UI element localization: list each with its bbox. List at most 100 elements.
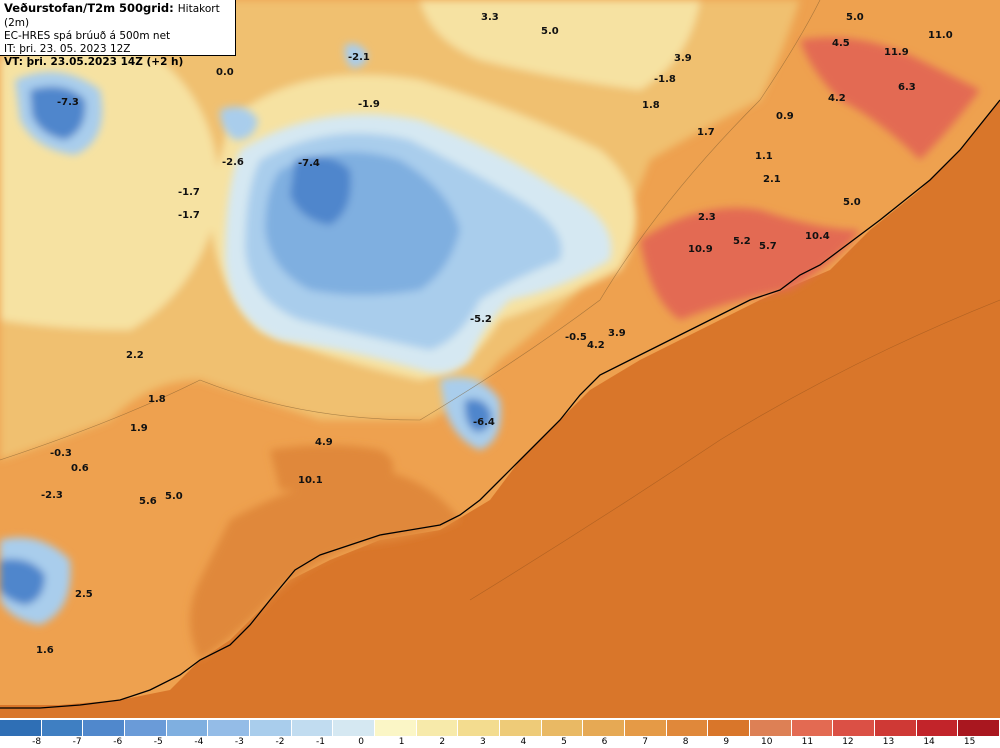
- value-label: 4.5: [832, 38, 850, 49]
- value-label: 0.9: [776, 111, 794, 122]
- colorbar-swatch: [958, 720, 1000, 736]
- map-title-sub: Hitakort (2m): [4, 3, 220, 29]
- colorbar-swatch: [500, 720, 542, 736]
- valid-time: VT: þri. 23.05.2023 14Z (+2 h): [4, 56, 184, 68]
- colorbar-swatch: [916, 720, 959, 736]
- colorbar-swatches: [0, 720, 1000, 736]
- colorbar-tick-label: 5: [561, 737, 567, 747]
- value-label: 5.2: [733, 236, 751, 247]
- value-label: 11.9: [884, 47, 909, 58]
- value-label: -6.4: [473, 417, 495, 428]
- colorbar-swatch: [666, 720, 709, 736]
- colorbar-swatch: [333, 720, 376, 736]
- colorbar-tick-label: -7: [72, 737, 82, 747]
- colorbar-swatch: [541, 720, 584, 736]
- value-label: 2.2: [126, 350, 144, 361]
- colorbar-swatch: [125, 720, 167, 736]
- colorbar-tick-label: 8: [682, 737, 689, 747]
- value-label: -7.3: [57, 97, 79, 108]
- coastline: [0, 99, 1000, 709]
- colorbar-swatch: [83, 720, 126, 736]
- colorbar-swatch: [750, 720, 792, 736]
- colorbar-tick-label: 0: [358, 737, 364, 747]
- initial-time: IT: þri. 23. 05. 2023 12Z: [4, 43, 131, 55]
- value-label: 4.2: [587, 340, 605, 351]
- temperature-map: 3.3 5.0 5.0 4.5 11.9 11.0 -2.1 0.0 -1.8 …: [0, 0, 1000, 709]
- colorbar-labels: -8 -7 -6 -5 -4 -3 -2 -1 0 1 2 3 4 5 6 7 8 9 10 11 12 13 14 15: [0, 737, 1000, 748]
- value-label: 3.9: [608, 328, 626, 339]
- value-label: 1.8: [642, 100, 660, 111]
- value-label: 5.7: [759, 241, 777, 252]
- colorbar-tick-label: -3: [234, 737, 244, 747]
- value-label: 2.1: [763, 174, 781, 185]
- map-title-main: Veðurstofan/T2m 500grid:: [4, 1, 174, 15]
- colorbar-tick-label: -2: [275, 737, 285, 747]
- value-label: -1.7: [178, 187, 200, 198]
- value-label: -1.7: [178, 210, 200, 221]
- colorbar-tick-label: 12: [842, 737, 854, 747]
- value-label: 4.9: [315, 437, 333, 448]
- value-labels: 3.3 5.0 5.0 4.5 11.9 11.0 -2.1 0.0 -1.8 …: [36, 12, 953, 656]
- colorbar-tick-label: -5: [153, 737, 163, 747]
- value-label: 5.0: [541, 26, 559, 37]
- map-info-box: Veðurstofan/T2m 500grid: Hitakort (2m) E…: [0, 0, 236, 68]
- colorbar-tick-label: -8: [32, 737, 42, 747]
- value-label: 5.0: [165, 491, 183, 502]
- colorbar-tick-label: 1: [398, 737, 405, 747]
- value-label: 5.0: [843, 197, 861, 208]
- colorbar-tick-label: 3: [479, 737, 486, 747]
- colorbar-swatch: [833, 720, 876, 736]
- colorbar-swatch: [208, 720, 251, 736]
- value-label: 1.1: [755, 151, 773, 162]
- colorbar-tick-label: 13: [882, 737, 895, 747]
- colorbar-swatch: [41, 720, 84, 736]
- value-label: 6.3: [898, 82, 916, 93]
- colorbar-swatch: [291, 720, 334, 736]
- value-label: -5.2: [470, 314, 492, 325]
- colorbar-tick-label: 4: [520, 737, 527, 747]
- value-label: 10.4: [805, 231, 830, 242]
- value-label: 10.1: [298, 475, 323, 486]
- colorbar-swatch: [625, 720, 667, 736]
- value-label: 5.6: [139, 496, 157, 507]
- warm-lowlands: [190, 37, 980, 660]
- colorbar-swatch: [0, 720, 42, 736]
- colorbar-swatch: [583, 720, 626, 736]
- map-title: Veðurstofan/T2m 500grid: Hitakort (2m): [4, 2, 231, 30]
- value-label: 4.2: [828, 93, 846, 104]
- colorbar-tick-label: -1: [316, 737, 326, 747]
- colorbar: -8 -7 -6 -5 -4 -3 -2 -1 0 1 2 3 4 5 6 7 8 9 10 11 12 13 14 15: [0, 718, 1000, 748]
- colorbar-swatch: [250, 720, 292, 736]
- value-label: 1.7: [697, 127, 715, 138]
- value-label: 1.8: [148, 394, 166, 405]
- value-label: 1.6: [36, 645, 54, 656]
- colorbar-swatch: [166, 720, 209, 736]
- contour-lines: [0, 0, 821, 461]
- colorbar-tick-label: 2: [439, 737, 446, 747]
- contour-lines-sea: [469, 299, 1000, 601]
- value-label: 3.3: [481, 12, 499, 23]
- value-label: -1.9: [358, 99, 380, 110]
- value-label: 2.5: [75, 589, 93, 600]
- value-label: -1.8: [654, 74, 676, 85]
- colorbar-tick-label: 10: [761, 737, 773, 747]
- value-label: -0.5: [565, 332, 587, 343]
- colorbar-tick-label: 14: [923, 737, 935, 747]
- value-label: -7.4: [298, 158, 320, 169]
- colorbar-swatch: [375, 720, 417, 736]
- value-label: 0.0: [216, 67, 234, 78]
- value-label: 11.0: [928, 30, 953, 41]
- colorbar-tick-label: 9: [723, 737, 730, 747]
- cold-regions: [0, 43, 612, 625]
- colorbar-tick-label: -4: [194, 737, 204, 747]
- value-label: 5.0: [846, 12, 864, 23]
- colorbar-swatch: [458, 720, 501, 736]
- value-label: 10.9: [688, 244, 713, 255]
- value-label: -2.3: [41, 490, 63, 501]
- colorbar-tick-label: 7: [642, 737, 648, 747]
- model-description: EC-HRES spá brúuð á 500m net: [4, 30, 171, 42]
- colorbar-tick-label: -6: [113, 737, 123, 747]
- colorbar-swatch: [708, 720, 751, 736]
- colorbar-swatch: [791, 720, 834, 736]
